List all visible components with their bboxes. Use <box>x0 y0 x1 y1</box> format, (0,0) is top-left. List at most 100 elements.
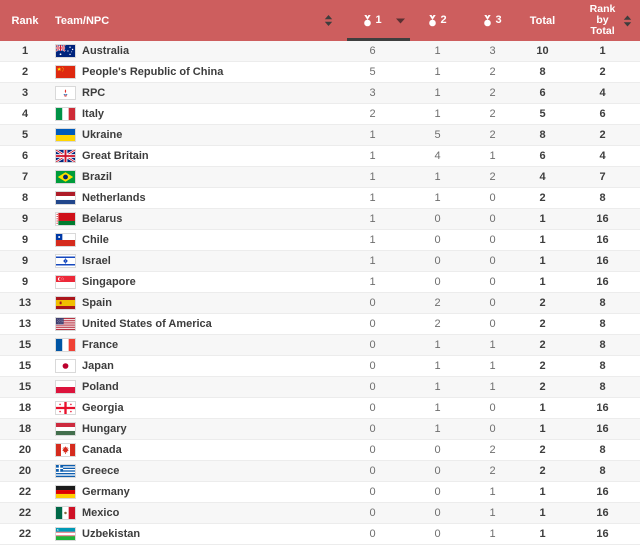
flag-icon-it <box>55 107 76 121</box>
team-cell[interactable]: Greece <box>50 461 335 481</box>
team-name: Japan <box>82 360 114 372</box>
header-bronze-medals[interactable]: 3 <box>465 0 520 41</box>
rank-cell: 4 <box>21 108 29 120</box>
team-cell[interactable]: United States of America <box>50 314 335 334</box>
table-row: 2 People's Republic of China 5 1 2 8 2 <box>0 62 640 83</box>
flag-icon-ca <box>55 443 76 457</box>
sort-updown-icon[interactable] <box>623 15 632 26</box>
team-cell[interactable]: Brazil <box>50 167 335 187</box>
rank-by-total-cell: 4 <box>599 150 606 162</box>
table-row: 6 Great Britain 1 4 1 6 4 <box>0 146 640 167</box>
team-cell[interactable]: Great Britain <box>50 146 335 166</box>
silver-count-cell: 0 <box>434 507 441 519</box>
table-row: 5 Ukraine 1 5 2 8 2 <box>0 125 640 146</box>
bronze-count-cell: 2 <box>489 129 496 141</box>
gold-count-cell: 1 <box>369 213 376 225</box>
flag-icon-au <box>55 44 76 58</box>
team-cell[interactable]: Netherlands <box>50 188 335 208</box>
gold-count-cell: 1 <box>369 234 376 246</box>
header-rank-by-total[interactable]: Rank by Total <box>565 0 640 41</box>
team-name: Netherlands <box>82 192 146 204</box>
table-row: 15 Poland 0 1 1 2 8 <box>0 377 640 398</box>
gold-count-cell: 0 <box>369 486 376 498</box>
flag-icon-by <box>55 212 76 226</box>
team-name: Poland <box>82 381 119 393</box>
total-cell: 6 <box>539 87 546 99</box>
bronze-count-cell: 1 <box>489 360 496 372</box>
team-cell[interactable]: Ukraine <box>50 125 335 145</box>
silver-count-cell: 1 <box>434 45 441 57</box>
bronze-count-cell: 2 <box>489 465 496 477</box>
header-total[interactable]: Total <box>520 0 565 41</box>
gold-count-cell: 3 <box>369 87 376 99</box>
table-row: 9 Chile 1 0 0 1 16 <box>0 230 640 251</box>
silver-count-cell: 1 <box>434 360 441 372</box>
silver-count-cell: 4 <box>434 150 441 162</box>
rank-cell: 13 <box>18 297 32 309</box>
rank-by-total-cell: 4 <box>599 87 606 99</box>
gold-count-cell: 1 <box>369 150 376 162</box>
bronze-count-cell: 2 <box>489 108 496 120</box>
header-gold-medals[interactable]: 1 <box>335 0 410 41</box>
silver-count-cell: 0 <box>434 465 441 477</box>
silver-count-cell: 0 <box>434 486 441 498</box>
team-cell[interactable]: Belarus <box>50 209 335 229</box>
team-cell[interactable]: Chile <box>50 230 335 250</box>
gold-count-cell: 0 <box>369 465 376 477</box>
flag-icon-cn <box>55 65 76 79</box>
header-silver-medals[interactable]: 2 <box>410 0 465 41</box>
team-cell[interactable]: Spain <box>50 293 335 313</box>
team-cell[interactable]: Hungary <box>50 419 335 439</box>
bronze-count-cell: 1 <box>489 507 496 519</box>
header-total-label: Total <box>529 14 556 27</box>
rank-by-total-cell: 8 <box>599 339 606 351</box>
team-cell[interactable]: France <box>50 335 335 355</box>
total-cell: 4 <box>539 171 546 183</box>
team-cell[interactable]: Poland <box>50 377 335 397</box>
team-cell[interactable]: Italy <box>50 104 335 124</box>
bronze-count-cell: 2 <box>489 66 496 78</box>
rank-by-total-cell: 8 <box>599 381 606 393</box>
gold-count-cell: 0 <box>369 339 376 351</box>
rank-cell: 8 <box>21 192 29 204</box>
total-cell: 2 <box>539 465 546 477</box>
team-cell[interactable]: Uzbekistan <box>50 524 335 544</box>
header-rank[interactable]: Rank <box>0 0 50 41</box>
team-cell[interactable]: Israel <box>50 251 335 271</box>
team-cell[interactable]: RPC <box>50 83 335 103</box>
rank-cell: 15 <box>18 381 32 393</box>
gold-count-cell: 6 <box>369 45 376 57</box>
header-rank-by-total-label: Rank by Total <box>589 3 616 37</box>
bronze-count-cell: 0 <box>489 423 496 435</box>
rank-cell: 15 <box>18 339 32 351</box>
silver-count-cell: 1 <box>434 171 441 183</box>
sort-updown-icon[interactable] <box>324 15 333 26</box>
team-cell[interactable]: People's Republic of China <box>50 62 335 82</box>
total-cell: 6 <box>539 150 546 162</box>
table-body: 1 Australia 6 1 3 10 1 2 People's Republic of Ch… <box>0 41 640 545</box>
team-cell[interactable]: Australia <box>50 41 335 61</box>
bronze-count-cell: 0 <box>489 276 496 288</box>
silver-count-cell: 0 <box>434 528 441 540</box>
team-cell[interactable]: Georgia <box>50 398 335 418</box>
team-cell[interactable]: Canada <box>50 440 335 460</box>
total-cell: 2 <box>539 381 546 393</box>
bronze-count-cell: 1 <box>489 486 496 498</box>
team-name: Mexico <box>82 507 120 519</box>
team-name: Greece <box>82 465 120 477</box>
total-cell: 1 <box>539 507 546 519</box>
caret-down-icon[interactable] <box>396 18 405 23</box>
rank-cell: 9 <box>21 234 29 246</box>
header-team-npc[interactable]: Team/NPC <box>50 0 335 41</box>
total-cell: 2 <box>539 297 546 309</box>
gold-count-cell: 0 <box>369 297 376 309</box>
rank-cell: 18 <box>18 423 32 435</box>
team-cell[interactable]: Japan <box>50 356 335 376</box>
team-cell[interactable]: Mexico <box>50 503 335 523</box>
team-name: Hungary <box>82 423 127 435</box>
flag-icon-nl <box>55 191 76 205</box>
rank-by-total-cell: 2 <box>599 129 606 141</box>
rank-by-total-cell: 16 <box>596 213 609 225</box>
team-cell[interactable]: Singapore <box>50 272 335 292</box>
team-cell[interactable]: Germany <box>50 482 335 502</box>
